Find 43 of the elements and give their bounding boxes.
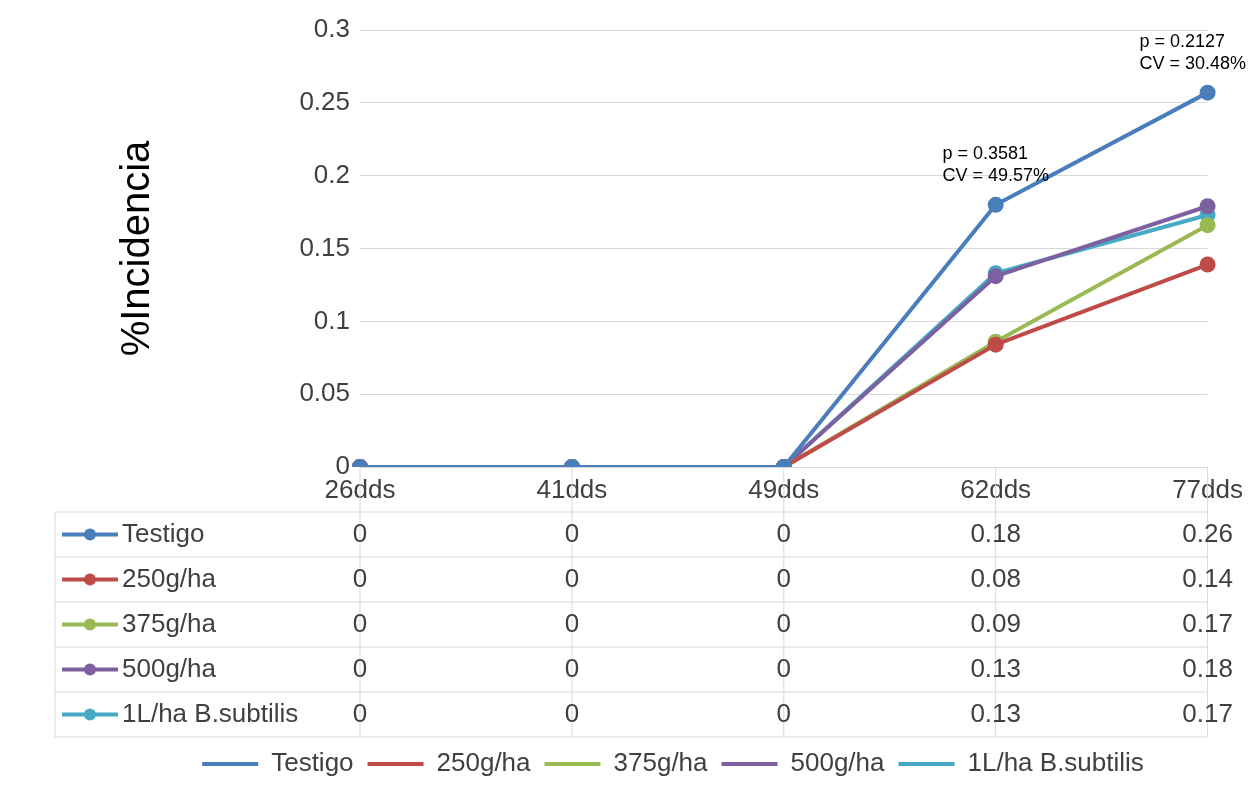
data-label: 0 [564,652,580,683]
data-label: 0 [776,652,792,683]
y-tick-label: 0.3 [313,13,350,44]
data-label: 0 [776,517,792,548]
data-label: 0.17 [1182,697,1233,728]
annotation: p = 0.2127 CV = 30.48% [1139,30,1247,73]
text: Testigo [271,747,354,778]
y-axis-title: %Incidencia [113,139,158,357]
data-label: 0.17 [1182,607,1233,638]
data-label: 0 [564,562,580,593]
data-label: 0.13 [970,697,1021,728]
data-label: 0.13 [970,652,1021,683]
legend-label: 250g/ha [122,562,217,593]
data-label: 0 [776,562,792,593]
legend-label: 1L/ha B.subtilis [122,697,299,728]
text: 1L/ha B.subtilis [967,747,1144,778]
y-tick-label: 0.1 [313,304,350,335]
x-tick-label: 77dds [1172,473,1243,504]
data-label: 0 [564,607,580,638]
y-tick-label: 0.2 [313,158,350,189]
data-label: 0.09 [970,607,1021,638]
y-tick-label: 0.15 [299,231,350,262]
x-tick-label: 62dds [960,473,1032,504]
data-label: 0.14 [1182,562,1233,593]
annotation: p = 0.3581 CV = 49.57% [942,142,1049,185]
data-label: 0.18 [1182,652,1233,683]
x-tick-label: 41dds [536,473,608,504]
text: 375g/ha [613,747,708,778]
legend-label: Testigo [122,517,205,548]
data-label: 0.08 [970,562,1021,593]
data-label: 0 [776,607,792,638]
y-tick-label: 0.05 [299,377,350,408]
text: 500g/ha [790,747,885,778]
legend-label: 500g/ha [122,652,217,683]
data-label: 0 [564,697,580,728]
text: 250g/ha [436,747,531,778]
data-label: 0.18 [970,517,1021,548]
data-label: 0 [564,517,580,548]
x-tick-label: 49dds [748,473,820,504]
data-label: 0 [776,697,792,728]
data-label: 0.26 [1182,517,1233,548]
legend-label: 375g/ha [122,607,217,638]
y-tick-label: 0.25 [299,86,350,117]
